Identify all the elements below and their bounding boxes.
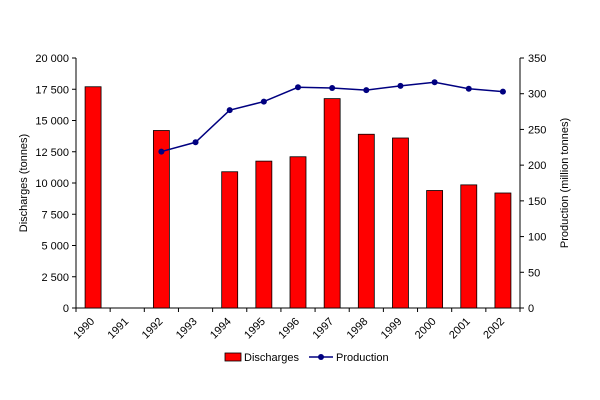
x-tick-label: 1994 xyxy=(208,316,234,342)
right-tick-label: 150 xyxy=(528,196,546,208)
legend-swatch-discharges xyxy=(224,352,242,362)
left-axis-title: Discharges (tonnes) xyxy=(18,134,30,232)
point-production xyxy=(260,98,267,105)
x-tick-label: 1998 xyxy=(345,316,371,342)
point-production xyxy=(465,85,472,92)
x-tick-label: 1993 xyxy=(174,316,200,342)
bar-discharges xyxy=(426,190,444,309)
right-tick-label: 50 xyxy=(528,267,540,279)
x-tick-label: 1999 xyxy=(379,316,405,342)
legend-label-production: Production xyxy=(336,352,389,364)
right-tick-label: 300 xyxy=(528,89,546,101)
right-tick-label: 350 xyxy=(528,53,546,65)
bar-discharges xyxy=(84,86,102,309)
left-tick-label: 15 000 xyxy=(35,116,69,128)
x-tick-label: 2001 xyxy=(447,316,473,342)
bar-discharges xyxy=(323,98,341,309)
point-production xyxy=(226,107,233,114)
point-production xyxy=(192,139,199,146)
x-tick-label: 1996 xyxy=(276,316,302,342)
point-production xyxy=(499,88,506,95)
right-tick-label: 250 xyxy=(528,124,546,136)
plot-area xyxy=(75,58,521,309)
bar-discharges xyxy=(152,130,170,309)
x-tick-label: 1991 xyxy=(106,316,132,342)
legend-label-discharges: Discharges xyxy=(244,352,300,364)
left-tick-label: 5 000 xyxy=(41,241,69,253)
bar-discharges xyxy=(255,160,273,309)
point-production xyxy=(363,87,370,94)
legend-marker-production xyxy=(318,354,324,360)
bar-discharges xyxy=(392,137,409,309)
x-tick-label: 1997 xyxy=(310,316,336,342)
right-axis-title: Production (million tonnes) xyxy=(559,118,571,248)
x-tick-label: 1992 xyxy=(140,316,166,342)
point-production xyxy=(329,85,336,91)
left-axis-ticks: 0 2 500 5 000 7 500 10 000 12 500 15 000 17 500… xyxy=(35,53,76,315)
left-tick-label: 0 xyxy=(63,303,69,315)
x-tick-label: 2000 xyxy=(413,316,439,342)
point-production xyxy=(295,84,301,91)
left-tick-label: 17 500 xyxy=(35,84,69,96)
bar-discharges xyxy=(221,171,239,309)
legend: Discharges Production xyxy=(224,352,389,364)
x-tick-label: 2002 xyxy=(481,316,507,342)
point-production xyxy=(158,148,165,155)
left-tick-label: 12 500 xyxy=(35,147,69,159)
right-tick-label: 100 xyxy=(528,232,546,244)
right-tick-label: 0 xyxy=(528,303,534,315)
bar-discharges xyxy=(494,192,512,309)
x-tick-label: 1995 xyxy=(242,316,268,342)
x-tick-label: 1990 xyxy=(71,316,97,342)
left-tick-label: 7 500 xyxy=(41,209,69,221)
left-tick-label: 20 000 xyxy=(35,53,69,65)
bar-discharges xyxy=(357,133,375,309)
left-tick-label: 2 500 xyxy=(41,272,69,284)
point-production xyxy=(431,79,438,86)
right-tick-label: 200 xyxy=(528,160,546,172)
bar-discharges xyxy=(289,156,307,309)
bar-discharges xyxy=(460,184,478,309)
left-tick-label: 10 000 xyxy=(35,178,69,190)
x-axis-ticks: 1990 1991 1992 1993 1994 1995 1996 1997 1998 1999… xyxy=(71,308,521,342)
right-axis-ticks: 0 50 100 150 200 250 300 350 xyxy=(520,53,546,315)
point-production xyxy=(397,82,404,89)
